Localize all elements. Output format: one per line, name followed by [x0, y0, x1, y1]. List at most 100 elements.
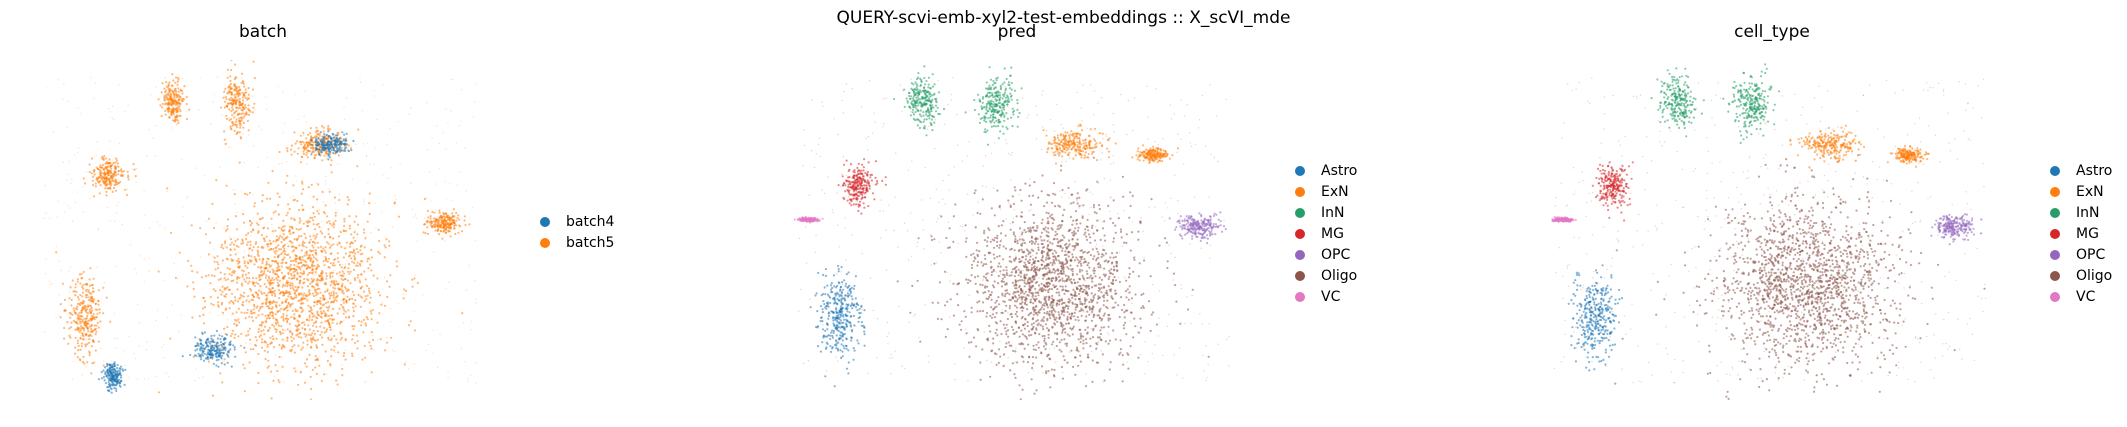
scatter-point-batch5 [84, 345, 87, 348]
scatter-point-background [156, 221, 158, 223]
scatter-point-batch5 [305, 318, 309, 321]
scatter-point-batch5 [219, 277, 222, 280]
scatter-point-background [337, 210, 339, 212]
scatter-point-batch5 [217, 304, 220, 307]
scatter-point-batch5 [87, 289, 90, 292]
scatter-point-batch5 [442, 211, 445, 214]
scatter-point-batch5 [217, 267, 220, 270]
scatter-point-background [81, 186, 84, 188]
scatter-point-batch5 [357, 251, 360, 254]
scatter-point-background [103, 282, 105, 284]
scatter-point-batch5 [352, 293, 356, 297]
scatter-point-batch5 [267, 181, 270, 184]
scatter-point-batch5 [88, 337, 91, 341]
scatter-point-batch5 [238, 120, 241, 123]
scatter-point-oligo [1038, 289, 1041, 292]
scatter-point-batch5 [229, 248, 232, 252]
scatter-point-batch5 [286, 149, 289, 152]
scatter-point-background [894, 350, 896, 352]
scatter-point-batch4 [119, 367, 122, 371]
scatter-point-background [1007, 311, 1009, 313]
scatter-point-batch5 [288, 207, 291, 211]
scatter-point-oligo [1036, 266, 1039, 269]
scatter-point-background [947, 221, 950, 224]
scatter-point-background [1098, 340, 1100, 343]
scatter-point-background [1228, 336, 1230, 338]
scatter-point-oligo [1062, 272, 1065, 275]
scatter-point-batch5 [289, 256, 292, 259]
scatter-point-background [474, 101, 476, 103]
scatter-point-oligo [1056, 302, 1059, 305]
scatter-point-background [1118, 252, 1121, 254]
scatter-point-background [1008, 202, 1010, 204]
scatter-point-background [1054, 361, 1057, 363]
scatter-point-batch5 [333, 334, 336, 338]
scatter-point-background [926, 128, 929, 131]
scatter-point-batch5 [457, 231, 460, 234]
scatter-point-oligo [1029, 255, 1032, 258]
scatter-point-background [226, 319, 229, 321]
scatter-point-batch5 [157, 98, 160, 101]
scatter-point-batch5 [239, 344, 243, 347]
scatter-point-batch5 [262, 329, 265, 332]
scatter-point-background [95, 155, 97, 157]
scatter-point-background [803, 144, 806, 147]
scatter-point-batch5 [323, 331, 326, 334]
scatter-point-background [124, 364, 126, 367]
scatter-point-batch5 [263, 325, 267, 328]
scatter-point-batch5 [238, 91, 241, 95]
scatter-point-background [901, 365, 903, 367]
scatter-point-batch5 [282, 233, 285, 236]
scatter-point-batch5 [310, 387, 313, 391]
scatter-point-batch5 [286, 174, 289, 177]
scatter-point-batch5 [316, 133, 320, 136]
scatter-point-batch5 [360, 320, 363, 323]
scatter-point-batch5 [327, 314, 330, 317]
scatter-point-oligo [1068, 239, 1071, 242]
scatter-point-background [134, 357, 137, 360]
scatter-point-batch4 [342, 149, 345, 152]
scatter-point-background [460, 348, 463, 350]
scatter-point-background [145, 348, 148, 351]
scatter-point-batch5 [120, 168, 123, 171]
scatter-point-batch5 [80, 342, 84, 345]
scatter-point-background [164, 227, 166, 229]
scatter-point-background [343, 319, 345, 322]
scatter-point-batch5 [343, 309, 346, 312]
scatter-point-batch5 [67, 342, 70, 345]
scatter-point-batch5 [280, 347, 283, 350]
scatter-point-batch5 [327, 242, 330, 245]
scatter-point-background [1103, 292, 1106, 294]
scatter-point-batch4 [215, 353, 218, 356]
scatter-point-batch5 [280, 241, 283, 244]
scatter-point-batch5 [80, 320, 83, 323]
scatter-point-oligo [1072, 288, 1075, 291]
scatter-point-batch5 [320, 306, 323, 309]
scatter-point-background [376, 118, 378, 121]
scatter-point-batch5 [407, 324, 411, 327]
scatter-point-background [1139, 353, 1141, 356]
scatter-point-batch4 [329, 156, 332, 159]
scatter-point-batch5 [234, 299, 237, 302]
scatter-point-batch5 [86, 343, 89, 346]
scatter-point-background [1085, 373, 1087, 375]
scatter-point-batch4 [118, 373, 121, 376]
scatter-point-background [1027, 114, 1030, 116]
scatter-point-background [152, 137, 154, 139]
scatter-point-background [456, 184, 458, 186]
scatter-point-batch5 [359, 305, 362, 308]
scatter-point-oligo [1092, 156, 1095, 159]
scatter-point-batch5 [286, 266, 289, 269]
scatter-point-background [90, 76, 92, 79]
scatter-point-background [245, 301, 247, 304]
scatter-point-batch5 [403, 288, 406, 291]
scatter-point-batch5 [423, 223, 426, 226]
scatter-point-batch5 [272, 259, 275, 262]
scatter-point-background [1061, 196, 1063, 198]
scatter-point-batch5 [82, 270, 85, 274]
scatter-point-batch5 [320, 250, 323, 253]
scatter-point-batch5 [87, 319, 91, 322]
scatter-point-background [1090, 350, 1093, 353]
scatter-point-oligo [1056, 238, 1059, 241]
scatter-point-background [94, 82, 97, 84]
